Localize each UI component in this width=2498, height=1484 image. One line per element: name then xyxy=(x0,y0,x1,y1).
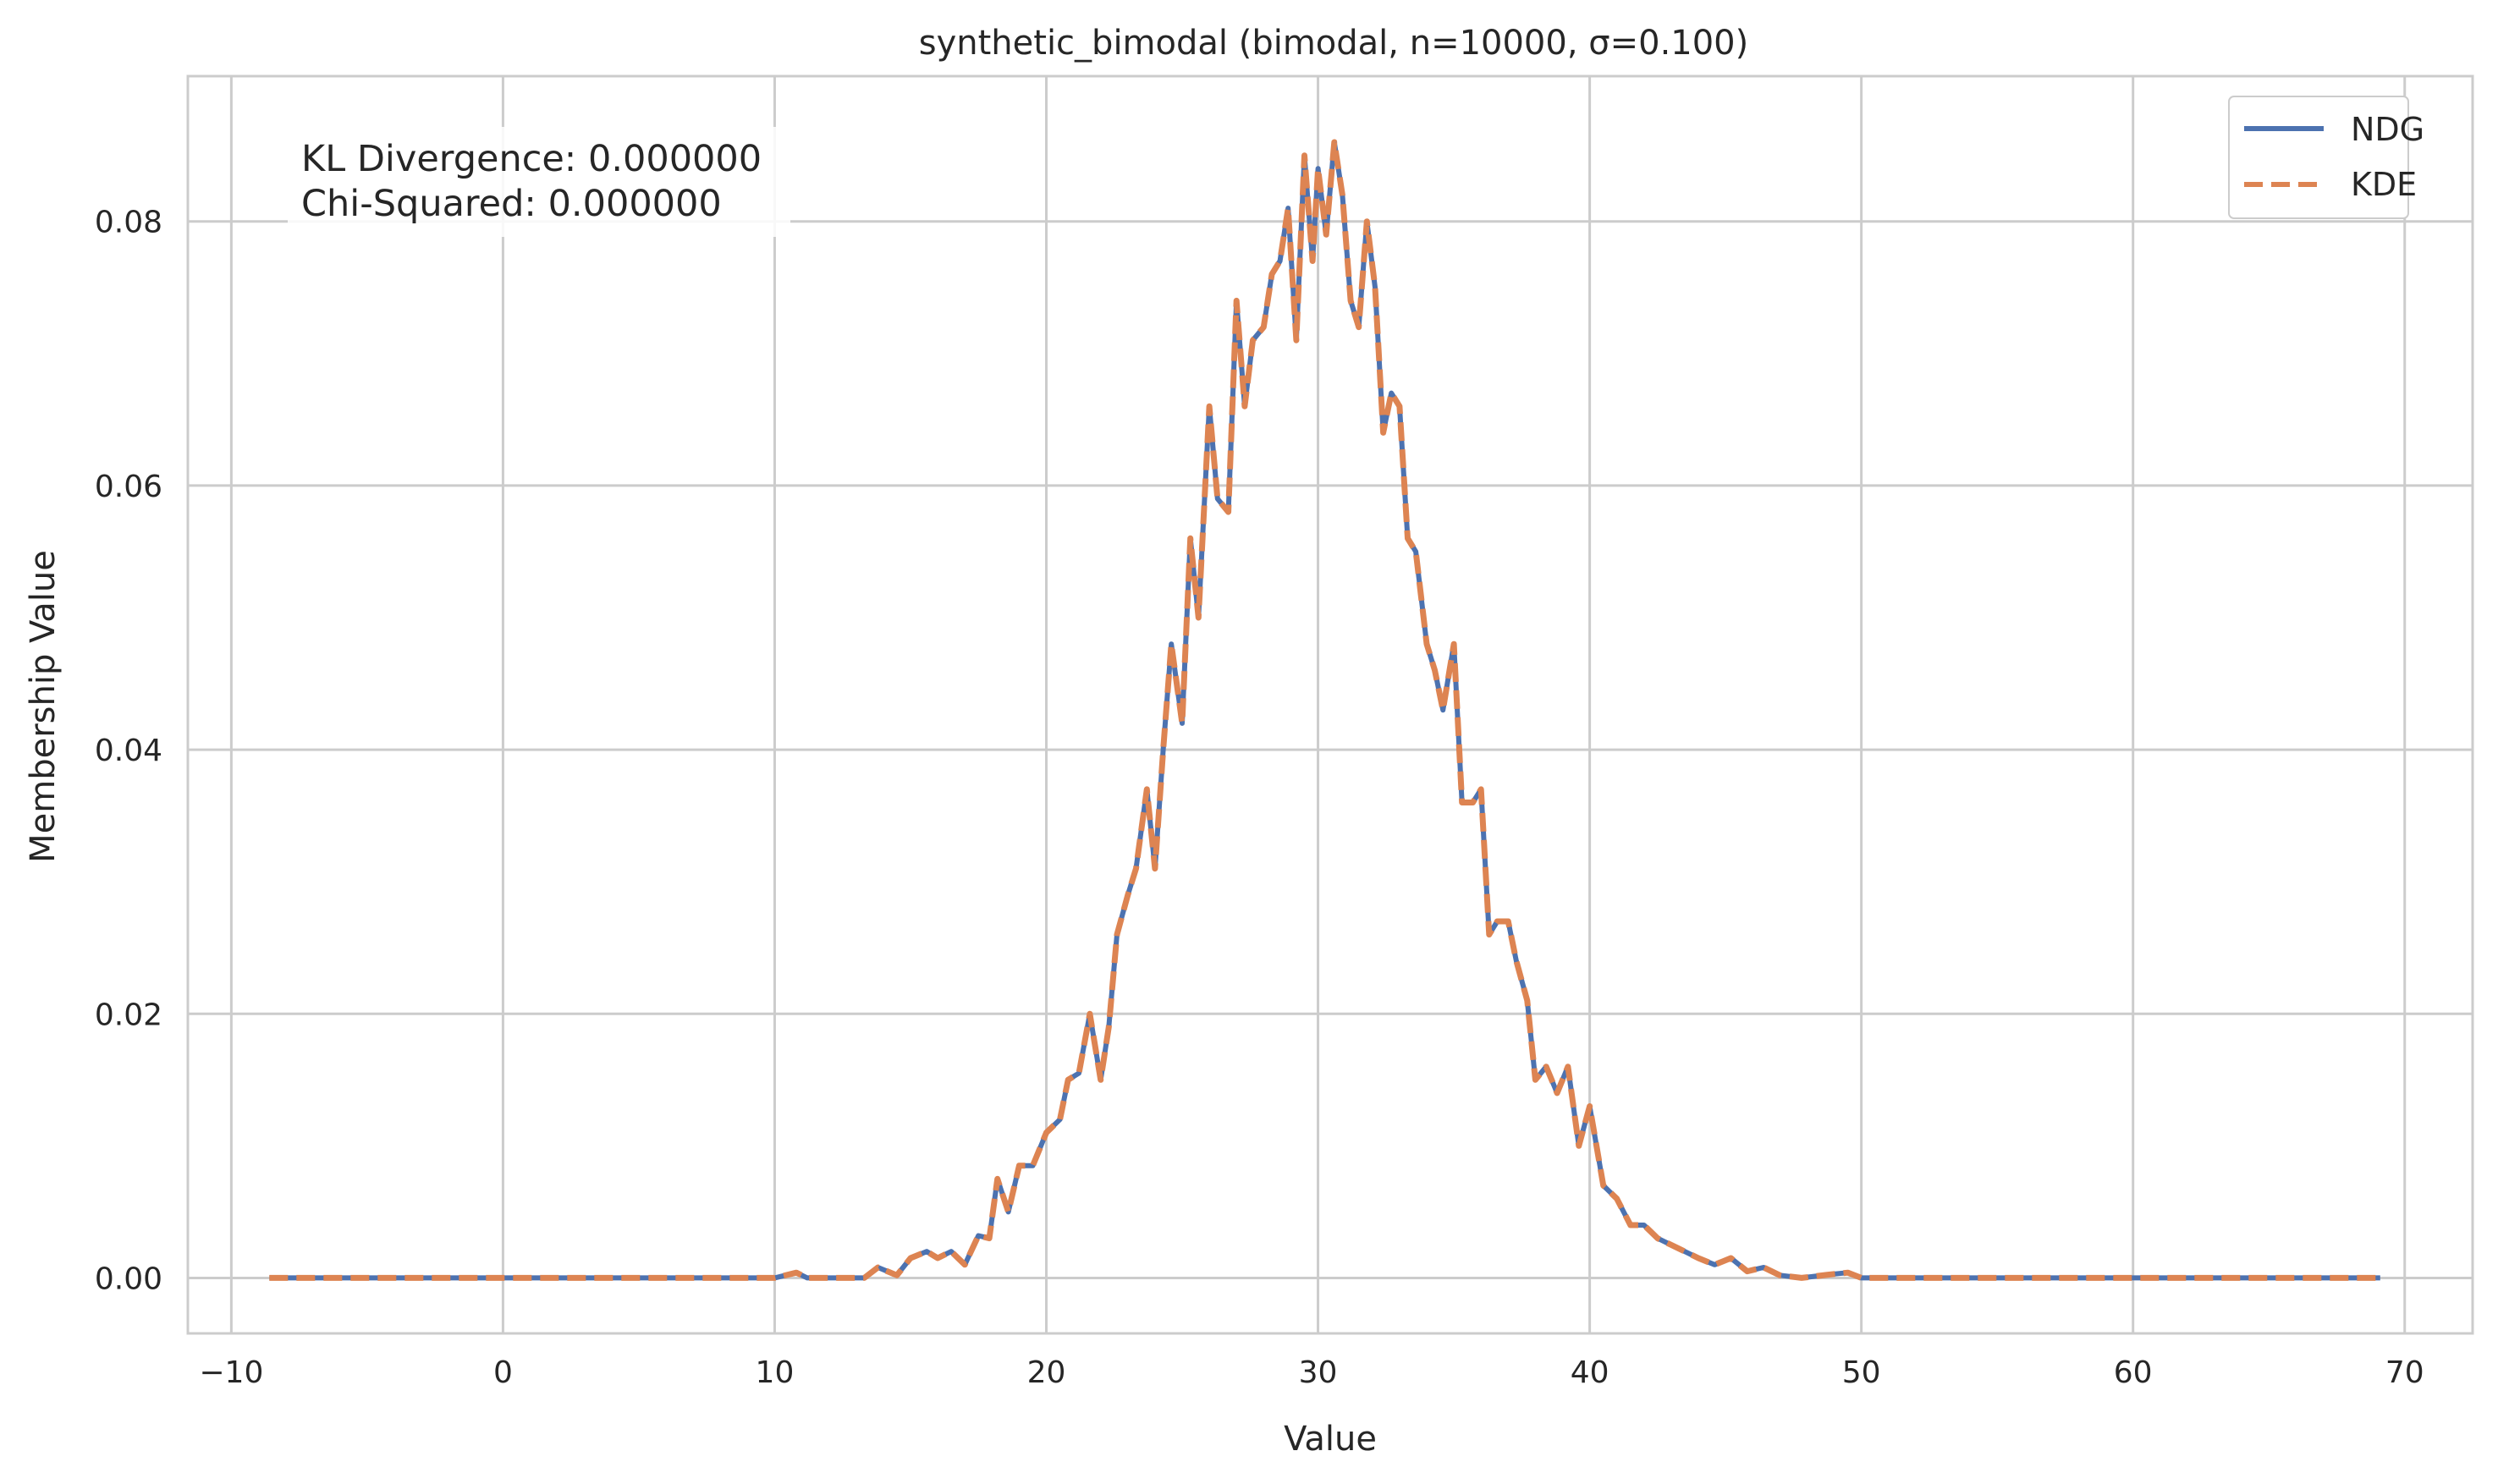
x-tick-label: 40 xyxy=(1571,1355,1609,1390)
stats-annotation-box xyxy=(288,127,790,237)
y-tick-label: 0.06 xyxy=(95,470,162,504)
legend-label-kde: KDE xyxy=(2351,166,2417,203)
x-tick-label: 10 xyxy=(756,1355,795,1390)
y-tick-label: 0.04 xyxy=(95,734,162,768)
plot-area-frame xyxy=(186,74,2474,1335)
series-line-kde xyxy=(269,139,2380,1281)
series-lines xyxy=(269,139,2380,1281)
x-tick-label: 50 xyxy=(1842,1355,1881,1390)
x-axis-label: Value xyxy=(1284,1420,1377,1459)
x-tick-label: 30 xyxy=(1299,1355,1338,1390)
legend: NDG KDE xyxy=(2228,96,2424,219)
chart-title: synthetic_bimodal (bimodal, n=10000, σ=0… xyxy=(919,24,1749,63)
y-axis-label: Membership Value xyxy=(24,550,63,863)
x-tick-label: 60 xyxy=(2114,1355,2153,1390)
legend-label-ndg: NDG xyxy=(2351,111,2424,148)
y-tick-label: 0.00 xyxy=(95,1261,162,1296)
x-axis-ticks: −10 0 10 20 30 40 50 60 70 xyxy=(199,1355,2424,1390)
x-tick-label: 20 xyxy=(1027,1355,1066,1390)
stats-annotation: KL Divergence: 0.000000 Chi-Squared: 0.0… xyxy=(288,127,790,237)
x-tick-label: 70 xyxy=(2385,1355,2424,1390)
y-tick-label: 0.02 xyxy=(95,998,162,1032)
kl-divergence-text: KL Divergence: 0.000000 xyxy=(301,138,762,180)
chi-squared-text: Chi-Squared: 0.000000 xyxy=(301,183,722,225)
y-tick-label: 0.08 xyxy=(95,206,162,240)
x-tick-label: −10 xyxy=(199,1355,263,1390)
y-axis-ticks: 0.00 0.02 0.04 0.06 0.08 xyxy=(95,206,162,1297)
x-tick-label: 0 xyxy=(493,1355,513,1390)
